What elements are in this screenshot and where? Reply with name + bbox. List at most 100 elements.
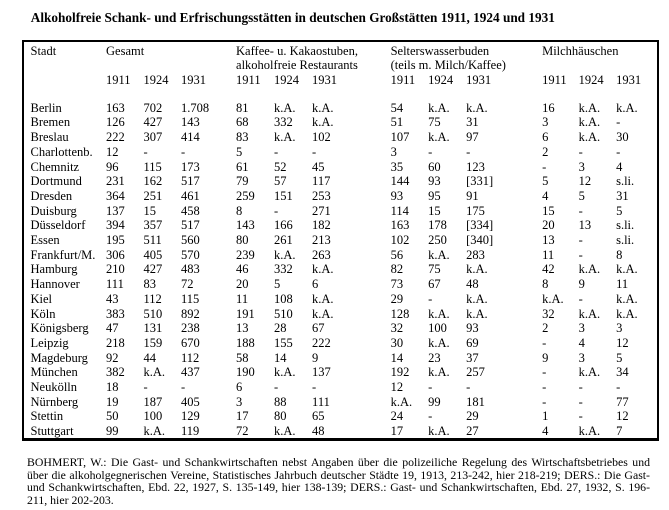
table-row: Stuttgart 99 k.A. 119 72 k.A. 48 17 k.A. 27 4 k.A. 7 — [24, 424, 667, 439]
cell-value: k.A. — [542, 291, 564, 306]
cell-value: k.A. — [274, 365, 296, 380]
cell-value: 11 — [236, 291, 249, 306]
cell-value: - — [181, 380, 186, 395]
cell-value: 222 — [106, 130, 125, 145]
cell-value: 155 — [274, 335, 293, 350]
table-row: Breslau 222 307 414 83 k.A. 102 107 k.A. 97 6 k.A. 3… — [24, 130, 667, 145]
table-row: Bremen 126 427 143 68 332 k.A. 51 75 31 3 k.A. - — [24, 115, 667, 130]
cell-value: 383 — [106, 306, 125, 321]
cell-value: - — [578, 144, 583, 159]
table-row: Neukölln 18 - - 6 - - 12 - - - - - — [24, 380, 667, 395]
cell-value: k.A. — [143, 424, 166, 439]
cell-value: 3 — [578, 159, 585, 174]
cell-value: 143 — [236, 218, 255, 233]
cell-value: 159 — [143, 335, 163, 350]
cell-value: 6 — [236, 380, 243, 395]
cell-value: 306 — [106, 247, 125, 262]
cell-value: 37 — [466, 350, 479, 365]
cell-value: - — [578, 247, 583, 262]
cell-value: 75 — [428, 262, 441, 277]
cell-value: 47 — [106, 321, 119, 336]
table-row: Duisburg 137 15 458 8 - 271 114 15 175 15 - 5 — [24, 204, 667, 219]
cell-value: 97 — [466, 130, 479, 145]
cell-value: - — [274, 144, 279, 159]
cell-value: - — [616, 115, 621, 130]
cell-value: 231 — [106, 174, 125, 189]
cell-value: 31 — [466, 115, 479, 130]
cell-value: 8 — [616, 247, 623, 262]
cell-value: 107 — [390, 130, 410, 145]
cell-value: 6 — [312, 277, 319, 292]
cell-value: 16 — [542, 100, 555, 115]
cell-value: 30 — [390, 335, 404, 350]
cell-value: 222 — [312, 335, 331, 350]
cell-value: 111 — [312, 394, 330, 409]
cell-value: 123 — [466, 159, 485, 174]
table-row: Chemnitz 96 115 173 61 52 45 35 60 123 - 3 4 — [24, 160, 667, 175]
cell-value: 144 — [390, 174, 410, 189]
footnote-line: BOHMERT, W.: Die Gast- und Schankwirtsch… — [27, 455, 650, 469]
cell-city: Chemnitz — [30, 159, 80, 174]
spacer-cell — [24, 88, 667, 101]
source-footnote: BOHMERT, W.: Die Gast- und Schankwirtsch… — [27, 456, 650, 506]
cell-value: 187 — [143, 394, 163, 409]
cell-city: Nürnberg — [30, 394, 79, 409]
cell-value: - — [542, 394, 547, 409]
cell-value: 5 — [542, 174, 549, 189]
cell-value: k.A. — [428, 365, 450, 380]
cell-value: k.A. — [616, 262, 638, 277]
cell-value: 162 — [143, 174, 163, 189]
cell-value: k.A. — [428, 424, 450, 439]
cell-value: 30 — [616, 130, 629, 145]
cell-value: 5 — [616, 350, 623, 365]
table-row: Nürnberg 19 187 405 3 88 111 k.A. 99 181 - - 77 — [24, 395, 667, 410]
cell-value: 20 — [236, 277, 249, 292]
year-column-header: 1924 — [428, 73, 454, 88]
cell-value: 112 — [143, 291, 162, 306]
cell-value: 332 — [274, 262, 293, 277]
cell-value: - — [578, 409, 583, 424]
cell-value: 80 — [236, 233, 249, 248]
cell-value: 56 — [390, 247, 404, 262]
cell-city: Stuttgart — [30, 424, 74, 439]
cell-value: 61 — [236, 159, 249, 174]
cell-city: Charlottenb. — [30, 144, 93, 159]
cell-value: 81 — [236, 100, 249, 115]
cell-value: 19 — [106, 394, 119, 409]
cell-value: 2 — [542, 144, 549, 159]
table-row: Hamburg 210 427 483 46 332 k.A. 82 75 k.A. 42 k.A. k… — [24, 262, 667, 277]
cell-value: 414 — [181, 130, 200, 145]
cell-value: k.A. — [616, 100, 638, 115]
cell-value: 12 — [616, 335, 629, 350]
cell-value: - — [466, 144, 471, 159]
cell-value: 190 — [236, 365, 255, 380]
cell-value: 91 — [466, 188, 479, 203]
cell-city: Berlin — [30, 100, 62, 115]
cell-value: 83 — [143, 277, 157, 292]
cell-value: 239 — [236, 247, 255, 262]
table-row: Kiel 43 112 115 11 108 k.A. 29- k.A. k.A. - k.A. — [24, 292, 667, 307]
year-column-header: 1924 — [274, 73, 300, 88]
cell-value: 259 — [236, 188, 255, 203]
cell-city: München — [30, 365, 78, 380]
cell-value: 15 — [428, 203, 441, 218]
cell-value: [331] — [466, 174, 494, 189]
cell-value: 32 — [542, 306, 555, 321]
cell-value: - — [312, 144, 317, 159]
cell-value: 382 — [106, 365, 125, 380]
cell-value: k.A. — [428, 247, 450, 262]
cell-value: 253 — [312, 188, 331, 203]
cell-value: 57 — [274, 174, 287, 189]
cell-value: 100 — [143, 409, 163, 424]
cell-value: 51 — [390, 115, 404, 130]
cell-value: k.A. — [578, 262, 601, 277]
cell-value: 114 — [390, 203, 409, 218]
cell-value: 364 — [106, 188, 125, 203]
cell-city: Hamburg — [30, 262, 78, 277]
cell-value: - — [578, 233, 583, 248]
cell-value: 46 — [236, 262, 249, 277]
cell-value: 458 — [181, 203, 200, 218]
table-row: Charlottenb. 12 - - 5 - - 3 - - 2 - - — [24, 145, 667, 160]
cell-value: 31 — [616, 188, 629, 203]
table-row: Essen 195 511 560 80 261 213 102 250 [340] 13 - s.li… — [24, 233, 667, 248]
